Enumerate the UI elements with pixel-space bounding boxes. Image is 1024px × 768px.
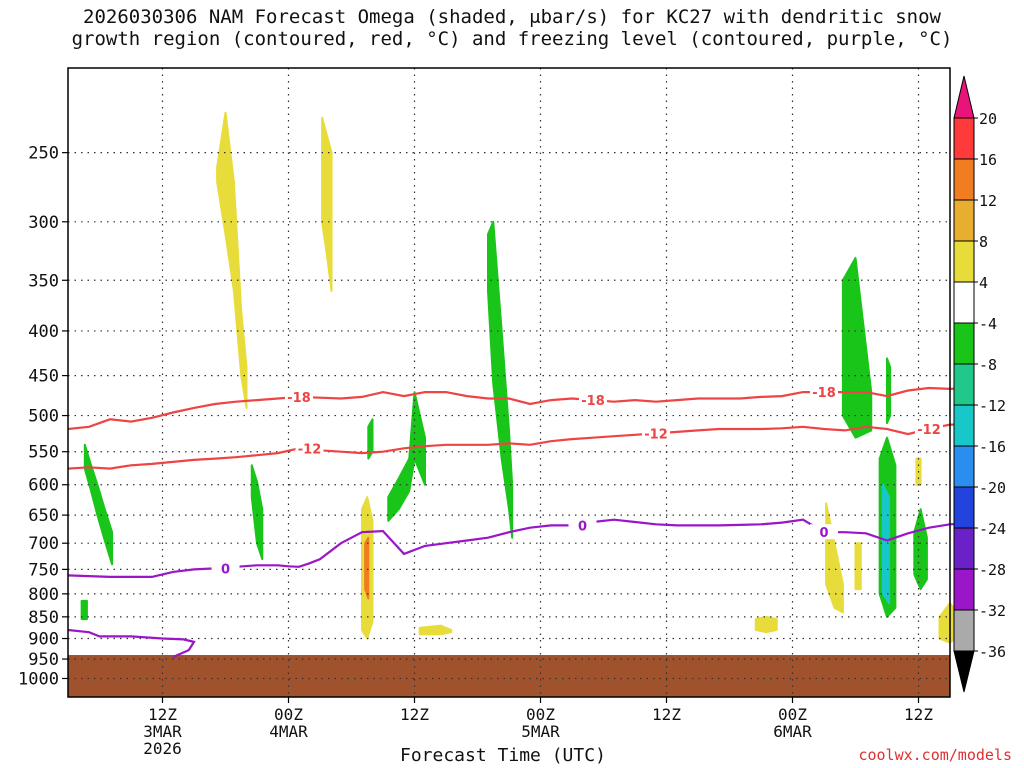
colorbar-label-8: -16 [979,438,1006,456]
colorbar-swatch-6 [953,363,975,406]
omega-region-11 [754,615,778,634]
colorbar-label-13: -36 [979,643,1006,661]
y-tick-label-400: 400 [28,322,59,342]
colorbar-swatch-10 [953,527,975,570]
colorbar-swatch-8 [953,445,975,488]
colorbar-swatch-0 [953,117,975,160]
x-tick-label-3-0: 00Z [526,705,555,724]
colorbar-label-5: -4 [979,315,997,333]
colorbar-label-2: 12 [979,192,997,210]
colorbar-swatch-3 [953,240,975,283]
omega-region-0 [83,443,114,566]
y-tick-label-600: 600 [28,476,59,496]
y-tick-label-350: 350 [28,271,59,291]
contour-label-0-0: -18 [287,391,311,406]
colorbar-swatch-9 [953,486,975,529]
y-tick-label-500: 500 [28,407,59,427]
colorbar-swatch-4 [953,281,975,324]
contour-label-2-2: 0 [819,526,828,541]
omega-region-9 [418,624,453,636]
y-tick-label-950: 950 [28,650,59,670]
contour-label-0-1: -18 [581,394,605,409]
x-tick-label-5-0: 00Z [778,705,807,724]
omega-region-17 [881,483,891,605]
y-tick-label-750: 750 [28,560,59,580]
colorbar-swatch-2 [953,199,975,242]
colorbar-label-3: 8 [979,233,988,251]
x-tick-label-2-0: 12Z [400,705,429,724]
colorbar-label-10: -24 [979,520,1006,538]
y-tick-label-550: 550 [28,443,59,463]
omega-region-13 [854,542,862,591]
x-axis-label: Forecast Time (UTC) [400,745,606,766]
contour-label-0-2: -18 [812,386,836,401]
omega-region-10 [487,220,514,539]
colorbar-swatch-11 [953,568,975,611]
colorbar-top-arrow [953,75,975,119]
y-tick-label-300: 300 [28,213,59,233]
contour-label-bg-1-0 [295,440,324,456]
x-tick-label-1-1: 4MAR [269,722,308,741]
y-tick-label-450: 450 [28,367,59,387]
contour-label-bg-0-2 [810,384,838,400]
omega-region-3 [250,464,264,561]
omega-region-1 [80,599,88,621]
x-tick-label-0-2: 2026 [143,739,182,758]
colorbar-label-11: -28 [979,561,1006,579]
omega-region-15 [886,357,892,425]
y-tick-label-850: 850 [28,608,59,628]
contour-label-bg-2-0 [211,560,240,576]
x-tick-label-5-1: 6MAR [773,722,812,741]
colorbar-label-4: 4 [979,274,988,292]
y-tick-label-650: 650 [28,506,59,526]
ground-terrain [68,655,950,697]
contour-label-2-1: 0 [578,519,587,534]
omega-region-8 [364,536,370,600]
contour-label-bg-2-1 [568,517,597,533]
y-tick-label-700: 700 [28,534,59,554]
colorbar-label-6: -8 [979,356,997,374]
plot-frame [67,67,951,698]
y-tick-label-1000: 1000 [18,669,59,689]
contour-label-1-0: -12 [298,442,322,457]
colorbar-swatch-1 [953,158,975,201]
colorbar-swatch-12 [953,609,975,652]
x-tick-label-1-0: 00Z [274,705,303,724]
title-line-2: growth region (contoured, red, °C) and f… [71,28,953,50]
contour-label-bg-2-2 [810,524,838,540]
colorbar-label-12: -32 [979,602,1006,620]
contour-line-3 [67,628,196,659]
x-tick-label-0-1: 3MAR [143,722,182,741]
x-tick-label-0-0: 12Z [148,705,177,724]
y-tick-label-900: 900 [28,630,59,650]
colorbar-bottom-arrow [953,650,975,693]
contour-label-bg-0-0 [285,388,313,404]
title-line-1: 2026030306 NAM Forecast Omega (shaded, μ… [83,6,941,28]
omega-region-6 [387,391,426,522]
colorbar-label-1: 16 [979,151,997,169]
colorbar-label-7: -12 [979,397,1006,415]
contour-label-bg-1-2 [915,420,943,436]
colorbar-label-9: -20 [979,479,1006,497]
contour-label-bg-1-1 [642,425,670,441]
chart-title: 2026030306 NAM Forecast Omega (shaded, μ… [0,6,1024,50]
colorbar-label-0: 20 [979,110,997,128]
y-tick-label-800: 800 [28,585,59,605]
colorbar-swatch-7 [953,404,975,447]
x-tick-label-3-1: 5MAR [521,722,560,741]
contour-label-1-2: -12 [917,423,941,438]
contour-line-1 [67,423,971,470]
site-credit: coolwx.com/models [858,746,1012,764]
x-tick-label-4-0: 12Z [652,705,681,724]
y-tick-label-250: 250 [28,144,59,164]
colorbar-swatch-5 [953,322,975,365]
contour-label-bg-0-1 [579,392,607,408]
contour-label-1-1: -12 [644,427,668,442]
plot-area [68,68,950,697]
x-tick-label-6-0: 12Z [904,705,933,724]
contour-label-2-0: 0 [221,562,230,577]
omega-region-2 [216,111,248,409]
